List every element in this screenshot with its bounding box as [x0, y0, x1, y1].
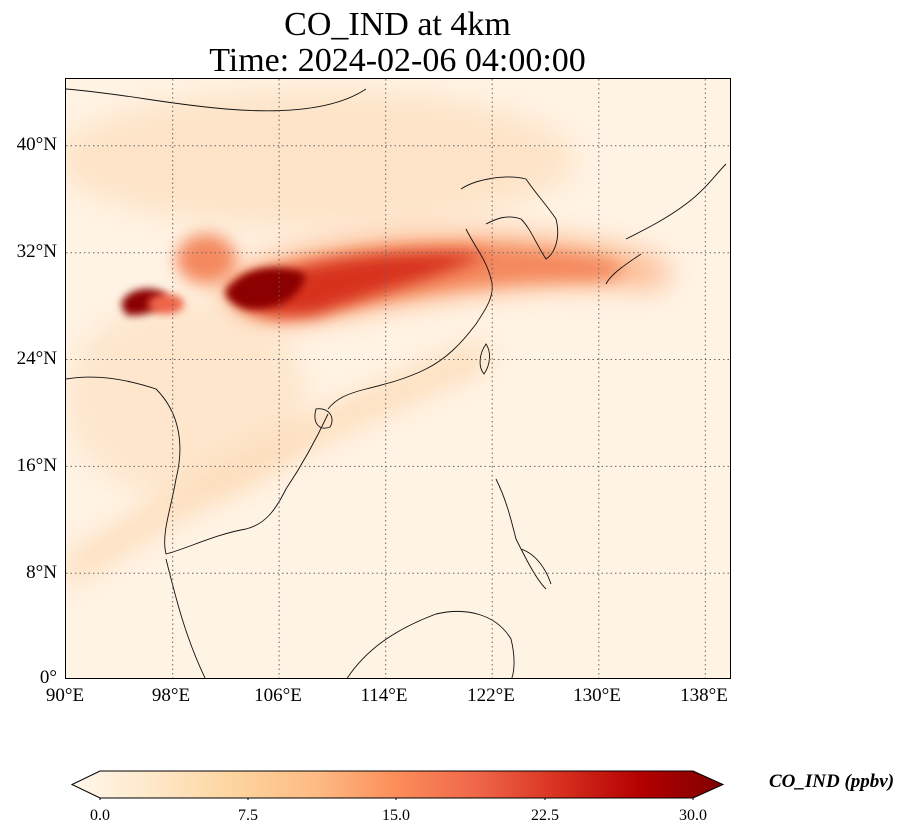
- lon-tick-label: 130°E: [573, 685, 621, 706]
- lon-tick-label: 90°E: [45, 685, 85, 706]
- colorbar-tick-label: 7.5: [238, 807, 258, 824]
- lon-tick-label: 98°E: [151, 685, 191, 706]
- colorbar-tick-label: 0.0: [90, 807, 110, 824]
- colorbar-gradient: [70, 770, 725, 799]
- colorbar-tick-label: 22.5: [531, 807, 559, 824]
- lat-tick-label: 8°N: [26, 562, 57, 583]
- lon-tick-label: 122°E: [467, 685, 515, 706]
- map-title-line2: Time: 2024-02-06 04:00:00: [209, 42, 586, 79]
- lat-tick-label: 16°N: [16, 455, 57, 476]
- lon-tick-label: 106°E: [254, 685, 302, 706]
- gridlines: [66, 79, 730, 678]
- map-title-line1: CO_IND at 4km: [284, 6, 511, 43]
- lat-tick-label: 24°N: [16, 348, 57, 369]
- colorbar-tick-label: 15.0: [382, 807, 410, 824]
- colorbar-label: CO_IND (ppbv): [769, 771, 895, 792]
- map-plot-area: [65, 78, 731, 679]
- colorbar: [70, 770, 725, 800]
- lon-tick-label: 138°E: [680, 685, 728, 706]
- lat-tick-label: 0°: [39, 667, 57, 688]
- coastlines: [66, 88, 727, 678]
- lon-tick-label: 114°E: [360, 685, 408, 706]
- concentration-field: [66, 89, 671, 589]
- lat-tick-label: 40°N: [16, 134, 57, 155]
- colorbar-tick-label: 30.0: [679, 807, 707, 824]
- lat-tick-label: 32°N: [16, 241, 57, 262]
